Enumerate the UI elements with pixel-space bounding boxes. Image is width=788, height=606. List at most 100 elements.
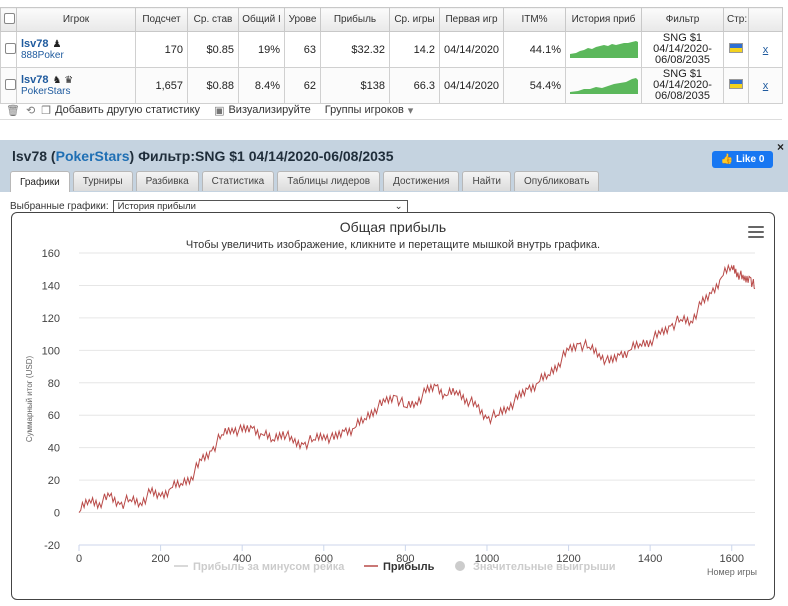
tab-achievements[interactable]: Достижения: [383, 171, 460, 191]
col-header-count[interactable]: Подсчет: [135, 7, 188, 32]
trash-icon[interactable]: 🗑: [6, 104, 20, 117]
row-checkbox[interactable]: [0, 67, 17, 104]
player-cell: lsv78 ♞ ♛ PokerStars: [16, 67, 136, 104]
first-game-cell: 04/14/2020: [439, 67, 504, 104]
panel-title: lsv78 (PokerStars) Фильтр:SNG $1 04/14/2…: [12, 148, 394, 164]
col-header-avg-stake[interactable]: Ср. став: [187, 7, 239, 32]
remove-row-link[interactable]: x: [762, 43, 769, 56]
x-tick-label: 1600: [720, 553, 744, 565]
tab-leaderboards[interactable]: Таблицы лидеров: [277, 171, 381, 191]
table-row: lsv78 ♟ 888Poker 170 $0.85 19% 63 $32.32 …: [0, 31, 783, 68]
ukraine-flag-icon: [729, 43, 743, 53]
y-tick-label: 20: [48, 475, 60, 487]
panel-title-player: lsv78: [12, 148, 48, 164]
row-checkbox[interactable]: [0, 31, 17, 68]
visualize-button[interactable]: ▣ Визуализируйте: [214, 104, 311, 117]
rank-icon: ♞ ♛: [52, 75, 74, 86]
profit-sparkline[interactable]: [565, 31, 642, 68]
avg-stake-cell: $0.88: [187, 67, 239, 104]
itm-cell: 54.4%: [503, 67, 566, 104]
refresh-icon[interactable]: ⟲: [25, 104, 36, 117]
chart-container[interactable]: Общая прибыль Чтобы увеличить изображение…: [11, 212, 775, 600]
x-tick-label: 800: [396, 553, 414, 565]
sparkline-chart: [570, 78, 638, 94]
x-tick-label: 1000: [475, 553, 499, 565]
col-header-itm[interactable]: ITM%: [503, 7, 566, 32]
y-axis-label: Суммарный итог (USD): [25, 356, 34, 443]
col-header-filter[interactable]: Фильтр: [641, 7, 724, 32]
y-tick-label: 100: [42, 345, 60, 357]
player-groups-label: Группы игроков: [324, 104, 404, 116]
legend-item[interactable]: Прибыль за минусом рейка: [193, 561, 345, 573]
tab-breakdown[interactable]: Разбивка: [135, 171, 199, 191]
player-groups-dropdown[interactable]: Группы игроков ▾: [325, 104, 414, 117]
legend-item[interactable]: Значительные выигрыши: [473, 561, 616, 573]
add-stats-button[interactable]: ❐ Добавить другую статистику: [41, 104, 200, 117]
tab-publish[interactable]: Опубликовать: [514, 171, 600, 191]
tab-find[interactable]: Найти: [462, 171, 512, 191]
filter-cell[interactable]: SNG $1 04/14/2020- 06/08/2035: [641, 31, 724, 68]
col-header-roi[interactable]: Общий I: [238, 7, 285, 32]
col-header-avg-games[interactable]: Ср. игры: [389, 7, 440, 32]
level-cell: 63: [284, 31, 321, 68]
profit-line-chart[interactable]: Общая прибыль Чтобы увеличить изображение…: [12, 213, 774, 599]
y-tick-label: 0: [54, 508, 60, 520]
select-all-checkbox[interactable]: [0, 7, 17, 32]
hamburger-menu-icon[interactable]: [748, 226, 764, 238]
ukraine-flag-icon: [729, 79, 743, 89]
image-icon: ▣: [214, 104, 225, 117]
col-header-player[interactable]: Игрок: [16, 7, 136, 32]
player-site-link[interactable]: PokerStars: [21, 86, 71, 97]
x-tick-label: 600: [315, 553, 333, 565]
profit-series-line: [78, 263, 756, 513]
panel-title-site[interactable]: PokerStars: [55, 148, 130, 164]
player-name-link[interactable]: lsv78: [21, 38, 49, 50]
profit-cell: $32.32: [320, 31, 390, 68]
roi-cell: 8.4%: [238, 67, 285, 104]
x-tick-label: 200: [151, 553, 169, 565]
facebook-like-button[interactable]: 👍 Like 0: [712, 151, 773, 168]
roi-cell: 19%: [238, 31, 285, 68]
player-name-link[interactable]: lsv78: [21, 74, 49, 86]
avg-games-cell: 14.2: [389, 31, 440, 68]
col-header-profit[interactable]: Прибыль: [320, 7, 390, 32]
x-tick-label: 0: [76, 553, 82, 565]
tab-charts[interactable]: Графики: [10, 171, 70, 192]
panel-tabs: Графики Турниры Разбивка Статистика Табл…: [10, 171, 600, 192]
legend-item[interactable]: Прибыль: [383, 561, 435, 573]
country-cell: [723, 67, 749, 104]
table-row: lsv78 ♞ ♛ PokerStars 1,657 $0.88 8.4% 62 …: [0, 67, 783, 104]
chevron-down-icon: ⌄: [394, 201, 403, 212]
thumbs-up-icon: 👍: [720, 154, 734, 165]
close-icon[interactable]: ×: [776, 140, 784, 154]
player-site-link[interactable]: 888Poker: [21, 50, 64, 61]
filter-line: SNG $1: [662, 68, 703, 80]
col-header-profit-history[interactable]: История приб: [565, 7, 642, 32]
profit-sparkline[interactable]: [565, 67, 642, 104]
tab-tournaments[interactable]: Турниры: [72, 171, 133, 191]
x-tick-label: 1200: [556, 553, 580, 565]
col-header-level[interactable]: Урове: [284, 7, 321, 32]
filter-line: 06/08/2035: [654, 54, 711, 66]
filter-line: 04/14/2020-: [653, 79, 712, 91]
tab-content: Выбранные графики: История прибыли ⌄ Общ…: [0, 192, 788, 606]
level-cell: 62: [284, 67, 321, 104]
chart-select-label: Выбранные графики:: [10, 201, 109, 212]
remove-row-link[interactable]: x: [762, 79, 769, 92]
filter-cell[interactable]: SNG $1 04/14/2020- 06/08/2035: [641, 67, 724, 104]
copy-icon: ❐: [41, 104, 52, 117]
col-header-country[interactable]: Стр:: [723, 7, 749, 32]
player-cell: lsv78 ♟ 888Poker: [16, 31, 136, 68]
tab-statistics[interactable]: Статистика: [201, 171, 275, 191]
legend-symbol: [455, 561, 465, 571]
like-label: Like 0: [736, 154, 765, 165]
col-header-remove: [748, 7, 783, 32]
remove-cell: x: [748, 67, 783, 104]
x-axis-label: Номер игры: [707, 567, 757, 577]
count-cell: 1,657: [135, 67, 188, 104]
chart-title: Общая прибыль: [340, 219, 446, 235]
filter-line: 06/08/2035: [654, 90, 711, 102]
y-tick-label: 60: [48, 410, 60, 422]
y-tick-label: 40: [48, 443, 60, 455]
col-header-first-game[interactable]: Первая игр: [439, 7, 504, 32]
